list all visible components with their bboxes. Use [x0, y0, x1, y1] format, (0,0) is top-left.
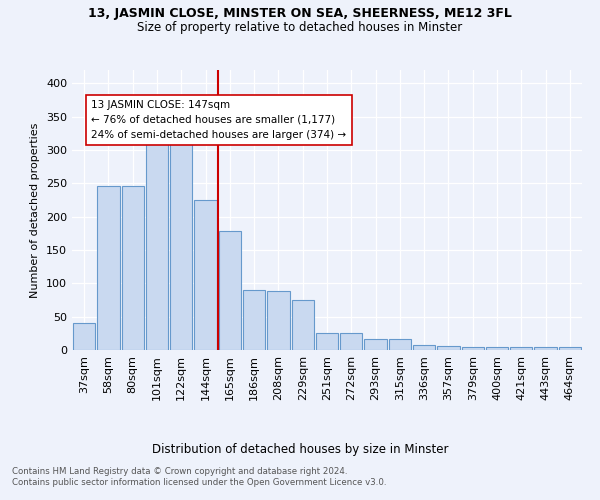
Bar: [559, 348, 581, 350]
Bar: [267, 290, 290, 350]
Bar: [146, 142, 168, 350]
Bar: [437, 346, 460, 350]
Bar: [292, 300, 314, 350]
Text: 13, JASMIN CLOSE, MINSTER ON SEA, SHEERNESS, ME12 3FL: 13, JASMIN CLOSE, MINSTER ON SEA, SHEERN…: [88, 8, 512, 20]
Bar: [73, 322, 95, 350]
Bar: [364, 340, 387, 350]
Bar: [170, 142, 193, 350]
Bar: [486, 346, 508, 350]
Bar: [535, 348, 557, 350]
Text: Size of property relative to detached houses in Minster: Size of property relative to detached ho…: [137, 21, 463, 34]
Bar: [122, 186, 144, 350]
Bar: [461, 346, 484, 350]
Bar: [97, 186, 119, 350]
Bar: [316, 332, 338, 350]
Bar: [340, 332, 362, 350]
Bar: [389, 340, 411, 350]
Y-axis label: Number of detached properties: Number of detached properties: [31, 122, 40, 298]
Text: Contains HM Land Registry data © Crown copyright and database right 2024.
Contai: Contains HM Land Registry data © Crown c…: [12, 468, 386, 487]
Text: Distribution of detached houses by size in Minster: Distribution of detached houses by size …: [152, 442, 448, 456]
Text: 13 JASMIN CLOSE: 147sqm
← 76% of detached houses are smaller (1,177)
24% of semi: 13 JASMIN CLOSE: 147sqm ← 76% of detache…: [91, 100, 347, 140]
Bar: [218, 230, 241, 350]
Bar: [413, 344, 436, 350]
Bar: [194, 200, 217, 350]
Bar: [510, 348, 532, 350]
Bar: [243, 290, 265, 350]
